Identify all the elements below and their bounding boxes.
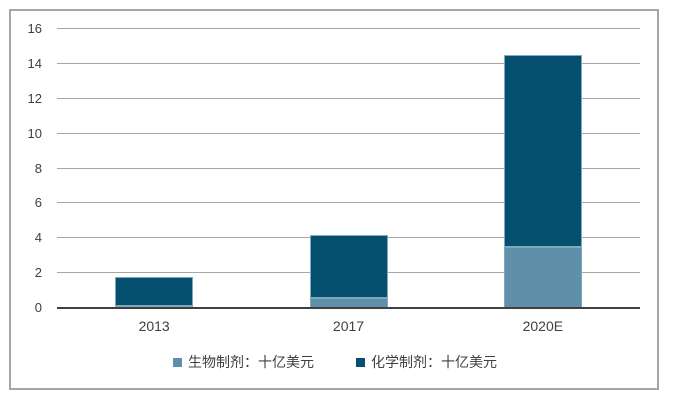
bar-segment-2020E-series0 <box>503 246 582 308</box>
gridline <box>57 202 640 204</box>
bar-segment-2020E-series1 <box>503 55 582 247</box>
x-tick-label-2017: 2017 <box>332 318 365 334</box>
y-tick-label: 14 <box>27 55 42 71</box>
legend-label-chem: 化学制剂：十亿美元 <box>371 354 497 370</box>
legend-label-bio: 生物制剂：十亿美元 <box>188 354 314 370</box>
gridline <box>57 28 640 29</box>
y-tick-label: 6 <box>34 195 42 211</box>
x-tick-label-2020E: 2020E <box>522 318 564 334</box>
y-axis-labels: 0 2 4 6 8 10 12 14 16 <box>0 21 48 315</box>
legend-swatch-chem-icon <box>356 357 365 367</box>
x-axis-line <box>57 307 640 309</box>
x-tick-label-2013: 2013 <box>138 318 170 334</box>
bar-segment-2013-series1 <box>115 276 194 307</box>
legend: 生物制剂：十亿美元 化学制剂：十亿美元 <box>11 352 659 372</box>
gridline <box>57 132 640 134</box>
y-tick-label: 0 <box>34 300 42 315</box>
gridline <box>57 167 640 169</box>
y-tick-label: 4 <box>34 230 42 246</box>
y-tick-label: 10 <box>27 125 42 141</box>
bar-2013 <box>115 29 194 308</box>
y-tick-label: 12 <box>27 90 42 106</box>
legend-item-chem: 化学制剂：十亿美元 <box>356 352 497 372</box>
legend-item-bio: 生物制剂：十亿美元 <box>173 352 314 372</box>
plot-area <box>57 28 640 309</box>
legend-swatch-bio-icon <box>173 357 182 367</box>
y-tick-label: 8 <box>34 160 42 176</box>
x-axis-labels: 2013 2017 2020E <box>57 318 640 338</box>
gridline <box>57 62 640 64</box>
bar-2017 <box>309 29 388 308</box>
bar-segment-2017-series1 <box>309 234 388 298</box>
gridline <box>57 97 640 99</box>
y-tick-label: 2 <box>34 265 42 281</box>
bar-2020E <box>503 29 582 308</box>
y-tick-label: 16 <box>27 21 42 36</box>
